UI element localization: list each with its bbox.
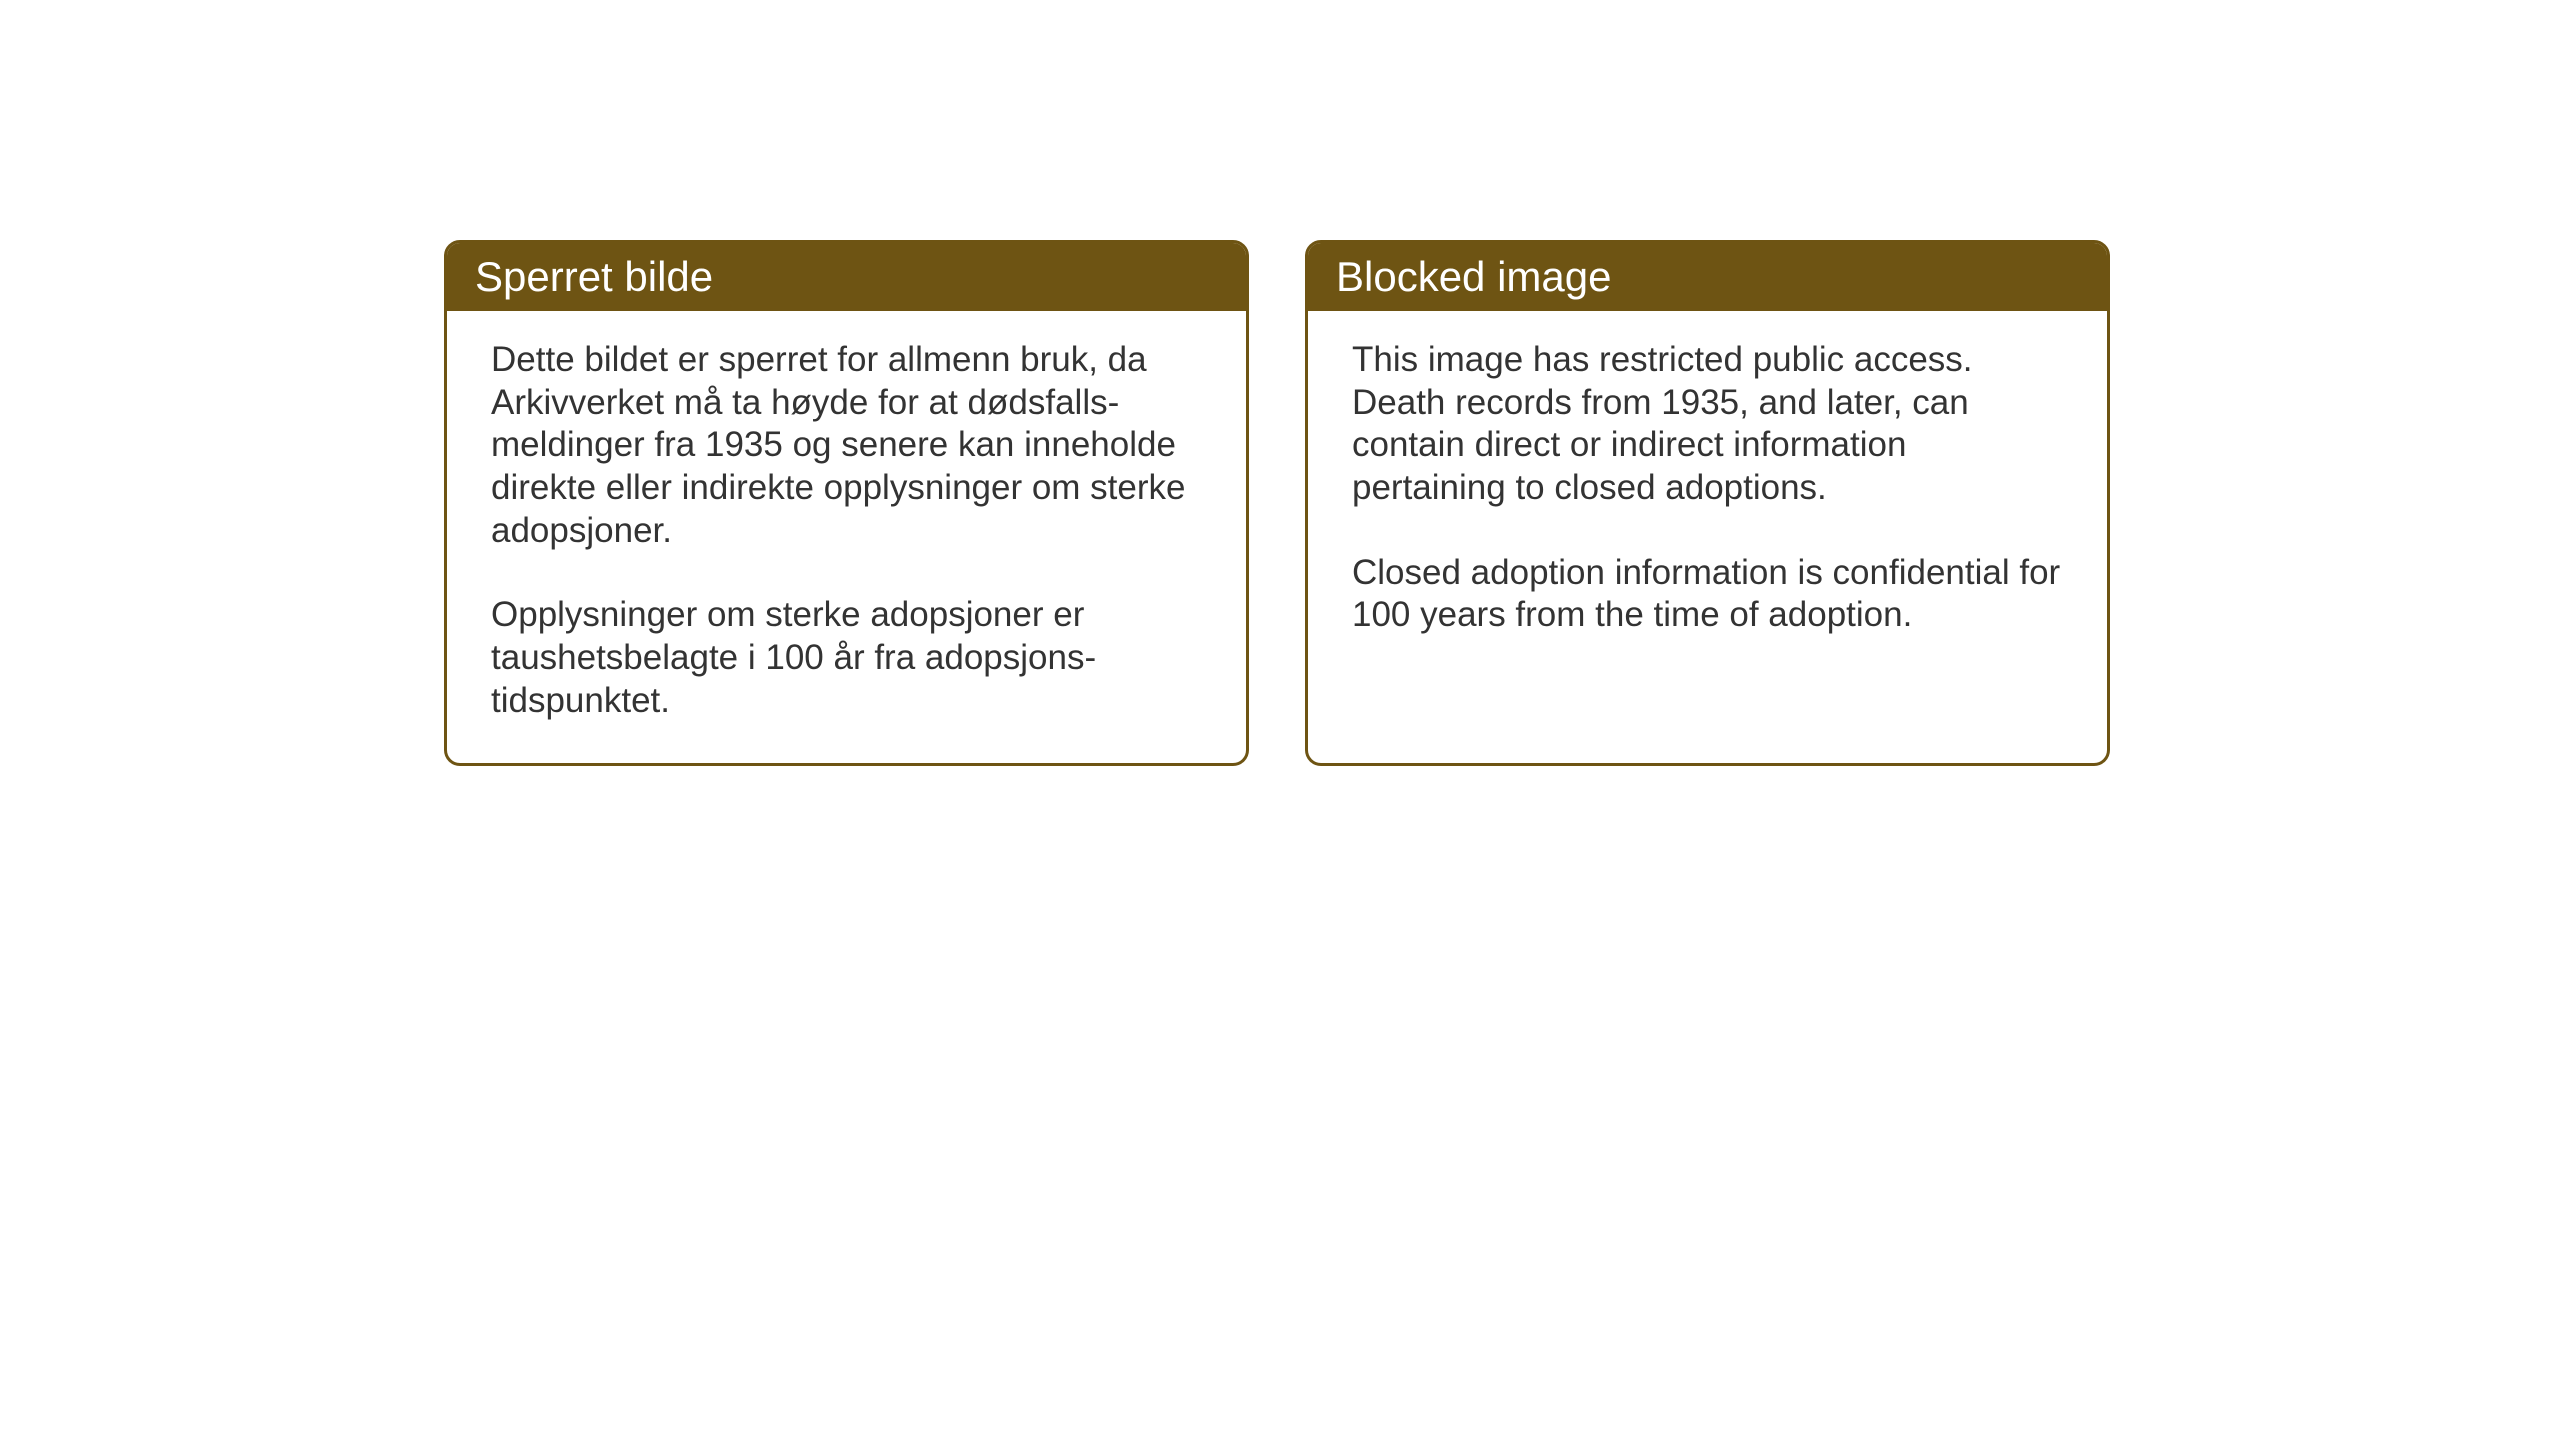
notice-container: Sperret bilde Dette bildet er sperret fo… (444, 240, 2110, 766)
english-card-title: Blocked image (1308, 243, 2107, 311)
english-notice-card: Blocked image This image has restricted … (1305, 240, 2110, 766)
english-paragraph-2: Closed adoption information is confident… (1352, 552, 2063, 637)
norwegian-card-title: Sperret bilde (447, 243, 1246, 311)
norwegian-notice-card: Sperret bilde Dette bildet er sperret fo… (444, 240, 1249, 766)
norwegian-paragraph-2: Opplysninger om sterke adopsjoner er tau… (491, 594, 1202, 722)
norwegian-card-body: Dette bildet er sperret for allmenn bruk… (447, 311, 1246, 763)
english-card-body: This image has restricted public access.… (1308, 311, 2107, 741)
english-paragraph-1: This image has restricted public access.… (1352, 339, 2063, 510)
norwegian-paragraph-1: Dette bildet er sperret for allmenn bruk… (491, 339, 1202, 552)
